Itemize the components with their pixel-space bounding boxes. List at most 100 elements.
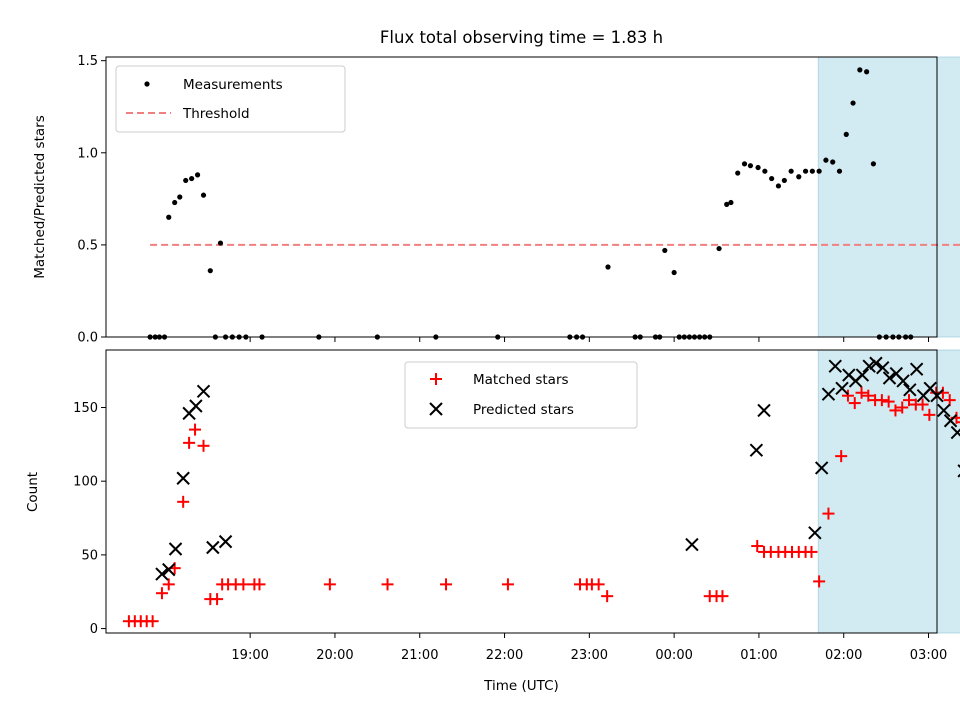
legend-matched-label: Matched stars — [473, 372, 569, 388]
matched-point — [716, 590, 729, 603]
predicted-point — [909, 362, 924, 376]
measurement-point — [166, 214, 172, 220]
predicted-point — [808, 526, 822, 540]
measurement-point — [735, 170, 741, 176]
matched-point — [862, 389, 875, 402]
matched-point — [822, 507, 835, 520]
y-tick-label: 0.0 — [77, 331, 98, 346]
y-tick-label: 100 — [73, 475, 98, 490]
y-tick-label: 0.5 — [77, 238, 98, 253]
top-y-label: Matched/Predicted stars — [32, 115, 48, 278]
predicted-point — [835, 381, 849, 396]
predicted-point — [855, 368, 870, 382]
matched-point — [889, 404, 902, 417]
measurement-point — [781, 177, 787, 184]
matched-point — [751, 540, 764, 553]
legend-threshold-label: Threshold — [182, 106, 250, 122]
matched-point — [189, 423, 202, 436]
measurement-point — [836, 168, 843, 174]
measurement-point — [747, 163, 754, 169]
bottom-legend-box — [404, 361, 638, 429]
measurement-point — [177, 194, 183, 200]
predicted-point — [196, 384, 211, 398]
predicted-point — [749, 443, 764, 457]
bottom-plot-frame — [105, 349, 938, 634]
measurement-point — [843, 131, 849, 137]
predicted-point — [814, 461, 829, 475]
legend-predicted-marker — [429, 402, 443, 416]
predicted-point — [757, 403, 771, 418]
matched-point — [813, 575, 826, 588]
matched-point — [501, 578, 514, 591]
predicted-point — [903, 383, 917, 397]
top-x-axis — [249, 337, 930, 342]
measurement-point — [207, 268, 213, 274]
measurement-point — [183, 177, 189, 184]
measurement-point — [769, 175, 775, 182]
predicted-point — [821, 387, 836, 401]
matched-point — [177, 495, 190, 508]
measurement-point — [775, 183, 782, 189]
matched-point — [146, 615, 159, 628]
matched-point — [957, 421, 960, 424]
matched-point — [323, 578, 336, 591]
measurement-point — [796, 174, 802, 180]
measurement-point — [662, 247, 668, 254]
matched-point — [211, 593, 224, 606]
matched-point — [943, 394, 956, 407]
x-tick-label: 00:00 — [655, 648, 692, 663]
matched-point — [805, 545, 818, 558]
predicted-point — [155, 567, 169, 581]
measurement-point — [788, 168, 794, 174]
predicted-point — [685, 537, 699, 552]
x-tick-label: 21:00 — [401, 648, 438, 663]
x-tick-label: 03:00 — [910, 648, 947, 663]
measurement-point — [716, 245, 722, 252]
predicted-point — [206, 540, 220, 555]
measurement-point — [830, 159, 836, 165]
measurement-point — [857, 67, 863, 73]
measurement-point — [870, 161, 877, 167]
matched-point — [183, 436, 196, 449]
predicted-point — [950, 425, 960, 440]
measurement-point — [741, 161, 748, 167]
matched-point — [841, 389, 854, 402]
y-tick-label: 1.0 — [77, 146, 98, 161]
matched-point — [162, 578, 175, 591]
matched-point — [253, 578, 266, 591]
bottom-x-axis: 19:00 20:00 21:00 22:00 23:00 00:00 01:00 02:00… — [231, 633, 947, 663]
matched-point — [835, 450, 848, 463]
matched-point — [903, 394, 916, 407]
measurement-point — [816, 168, 822, 174]
predicted-point — [828, 359, 842, 373]
predicted-point — [218, 534, 233, 549]
y-tick-label: 50 — [81, 548, 98, 563]
matched-point — [601, 590, 614, 603]
top-plot-frame — [105, 56, 938, 338]
y-tick-label: 1.5 — [77, 54, 98, 69]
predicted-series — [155, 356, 960, 581]
chart-title: Flux total observing time = 1.83 h — [380, 28, 663, 47]
measurement-point — [762, 168, 768, 174]
matched-point — [916, 398, 929, 411]
matched-point — [875, 394, 888, 407]
measurement-point — [172, 199, 178, 206]
predicted-point — [862, 359, 876, 373]
x-tick-label: 19:00 — [231, 648, 268, 663]
x-tick-label: 20:00 — [316, 648, 353, 663]
top-span — [817, 56, 960, 338]
x-tick-label: 01:00 — [740, 648, 777, 663]
legend-matched-marker — [430, 373, 442, 385]
measurement-point — [809, 168, 815, 174]
bottom-y-axis: 0 50 100 150 — [73, 401, 106, 637]
matched-point — [848, 397, 861, 410]
matched-point — [197, 439, 210, 452]
measurement-point — [194, 172, 201, 178]
measurement-point — [850, 100, 856, 106]
legend-measurements-marker — [144, 81, 150, 87]
matched-point — [155, 587, 168, 600]
bottom-y-label: Count — [25, 472, 41, 512]
predicted-point — [943, 414, 958, 428]
matched-point — [592, 578, 605, 591]
